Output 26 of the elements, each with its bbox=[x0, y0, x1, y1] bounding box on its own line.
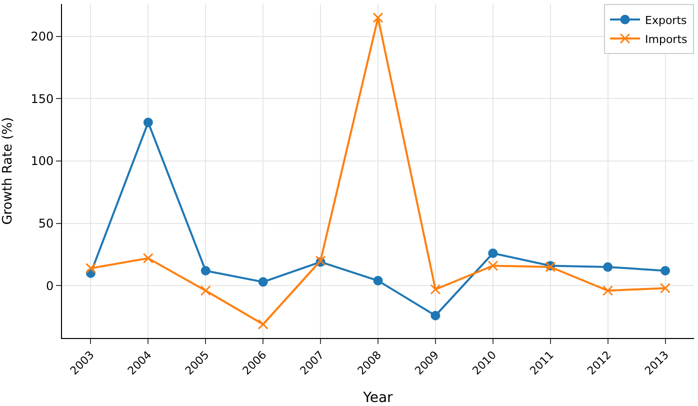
point bbox=[372, 12, 384, 23]
point bbox=[373, 276, 383, 286]
point bbox=[660, 282, 671, 294]
point bbox=[258, 277, 268, 287]
point bbox=[430, 284, 441, 295]
point bbox=[200, 285, 211, 296]
point bbox=[142, 252, 154, 264]
legend-label: Exports bbox=[645, 14, 688, 27]
point bbox=[488, 260, 498, 271]
point bbox=[85, 262, 96, 274]
y-tick-label: 150 bbox=[30, 92, 54, 106]
y-axis-title: Growth Rate (%) bbox=[0, 117, 16, 225]
y-tick-label: 100 bbox=[30, 154, 54, 168]
point bbox=[660, 266, 670, 276]
point bbox=[200, 266, 210, 276]
point bbox=[603, 262, 613, 272]
point bbox=[602, 285, 614, 296]
y-tick-label: 200 bbox=[30, 30, 54, 44]
legend-label: Imports bbox=[645, 32, 688, 46]
point bbox=[488, 248, 498, 258]
y-tick-label: 0 bbox=[46, 278, 54, 293]
point bbox=[143, 118, 153, 128]
point bbox=[258, 319, 268, 330]
point bbox=[430, 310, 440, 320]
y-tick-label: 50 bbox=[38, 216, 54, 231]
x-axis-title: Year bbox=[362, 390, 394, 406]
